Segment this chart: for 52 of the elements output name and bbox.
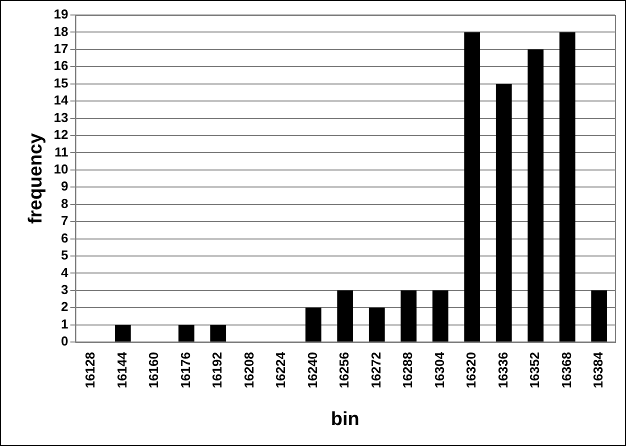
x-tick-label: 16320: [464, 352, 479, 388]
y-tick-label: 5: [61, 248, 68, 263]
y-tick-label: 11: [54, 144, 68, 160]
y-tick-label: 19: [54, 6, 68, 22]
bar: [528, 49, 544, 342]
y-tick-label: 4: [61, 264, 70, 280]
x-tick-label: 16240: [304, 352, 320, 388]
y-tick-label: 8: [61, 196, 68, 211]
y-tick-label: 12: [54, 127, 68, 142]
y-axis-title: frequency: [26, 132, 47, 224]
y-tick-label: 7: [61, 213, 68, 228]
x-tick-label: 16144: [114, 351, 130, 388]
bar: [400, 290, 417, 342]
x-axis-title: bin: [330, 408, 360, 430]
y-tick-label: 9: [61, 178, 68, 194]
bar: [464, 32, 480, 342]
y-tick-label: 16: [54, 58, 68, 74]
y-tick-label: 1: [61, 316, 68, 332]
x-tick-label: 16336: [495, 352, 510, 388]
x-tick-label: 16160: [146, 352, 162, 388]
x-tick-label: 16304: [432, 351, 447, 388]
bar: [337, 290, 354, 342]
x-tick-label: 16256: [336, 352, 352, 388]
bar: [432, 290, 448, 342]
x-tick-label: 16368: [558, 352, 574, 388]
bar: [305, 308, 322, 342]
y-tick-label: 6: [61, 230, 68, 246]
y-tick-label: 0: [61, 334, 68, 349]
bar: [178, 324, 194, 342]
x-tick-label: 16128: [82, 352, 98, 388]
y-tick-label: 14: [54, 92, 70, 108]
bar: [591, 290, 608, 342]
bar: [559, 32, 576, 342]
bar: [368, 308, 385, 342]
x-tick-label: 16288: [400, 352, 416, 388]
y-tick-label: 18: [54, 24, 68, 39]
x-tick-label: 16224: [273, 351, 288, 388]
bar: [496, 84, 512, 342]
x-tick-label: 16192: [210, 352, 225, 388]
x-tick-label: 16208: [241, 352, 256, 388]
y-tick-label: 15: [54, 75, 68, 90]
y-tick-label: 3: [61, 282, 68, 297]
x-tick-label: 16352: [527, 352, 542, 388]
y-tick-label: 13: [54, 110, 68, 125]
x-tick-label: 16272: [368, 352, 384, 388]
x-tick-label: 16384: [590, 351, 606, 388]
y-tick-label: 10: [54, 161, 68, 176]
bar: [114, 324, 131, 342]
y-tick-label: 17: [54, 41, 68, 56]
y-tick-label: 2: [61, 299, 68, 314]
bar: [210, 324, 226, 342]
x-tick-label: 16176: [178, 352, 193, 388]
